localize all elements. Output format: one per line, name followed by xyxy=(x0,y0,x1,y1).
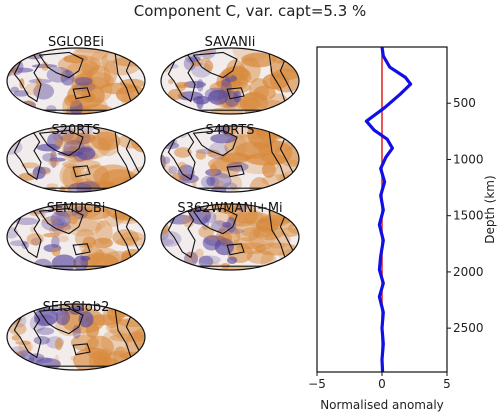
map-label: S362WMANI+Mi xyxy=(177,201,282,216)
map-panel: S40RTS xyxy=(160,123,300,193)
map-panel: S362WMANI+Mi xyxy=(160,201,300,271)
coastline xyxy=(38,307,84,335)
map-outline xyxy=(160,203,300,271)
coastline xyxy=(72,243,91,256)
figure-title: Component C, var. capt=5.3 % xyxy=(133,2,367,20)
coastline xyxy=(226,243,245,256)
coastline xyxy=(192,129,238,157)
y-axis-label: Depth (km) xyxy=(483,175,497,243)
coastline xyxy=(13,310,42,359)
map-panel: SEISGlob2 xyxy=(6,300,146,371)
map-label: S20RTS xyxy=(51,123,100,138)
map-field xyxy=(7,304,145,370)
y-tick-label: 1000 xyxy=(453,152,484,166)
coastline xyxy=(38,207,84,235)
map-outline xyxy=(160,47,300,115)
map-outline xyxy=(6,203,146,271)
map-panel: SEMUCBi xyxy=(6,201,146,271)
map-panel: S20RTS xyxy=(6,123,146,193)
map-label: SEISGlob2 xyxy=(43,300,110,315)
coastline xyxy=(72,87,91,100)
coastline xyxy=(38,129,84,157)
y-tick-label: 2000 xyxy=(453,265,484,279)
x-axis-label: Normalised anomaly xyxy=(320,398,444,412)
map-outline xyxy=(6,125,146,193)
coastline xyxy=(13,54,42,103)
anomaly-profile-line xyxy=(364,46,413,373)
coastline xyxy=(13,210,42,259)
coastline xyxy=(226,165,245,178)
map-panel: SGLOBEi xyxy=(6,35,146,115)
map-label: SAVANIi xyxy=(205,35,256,50)
coastline xyxy=(13,132,42,181)
coastline xyxy=(72,343,91,356)
profile-chart: −5 0 5 500 1000 1500 2000 2500 Normalised anomal… xyxy=(308,46,497,412)
map-panels: SGLOBEi SAVANIi S20RTS S40RTS SEMUCBi S362WMA… xyxy=(6,35,300,371)
coastline xyxy=(167,54,196,103)
x-tick-label: 0 xyxy=(378,377,386,391)
coastline xyxy=(226,87,245,100)
coastline xyxy=(167,132,196,181)
y-tick-label: 2500 xyxy=(453,321,484,335)
y-tick-label: 1500 xyxy=(453,209,484,223)
map-panel: SAVANIi xyxy=(160,35,300,115)
coastline xyxy=(192,207,238,235)
x-tick-label: 5 xyxy=(443,377,451,391)
y-tick-label: 500 xyxy=(453,96,476,110)
map-label: SGLOBEi xyxy=(48,35,104,50)
coastline xyxy=(192,51,238,79)
map-label: SEMUCBi xyxy=(47,201,106,216)
coastline xyxy=(167,210,196,259)
x-tick-label: −5 xyxy=(308,377,326,391)
map-outline xyxy=(6,47,146,115)
map-field xyxy=(7,48,145,114)
map-outline xyxy=(6,303,146,371)
map-outline xyxy=(160,125,300,193)
coastline xyxy=(38,51,84,79)
coastline xyxy=(72,165,91,178)
map-label: S40RTS xyxy=(205,123,254,138)
